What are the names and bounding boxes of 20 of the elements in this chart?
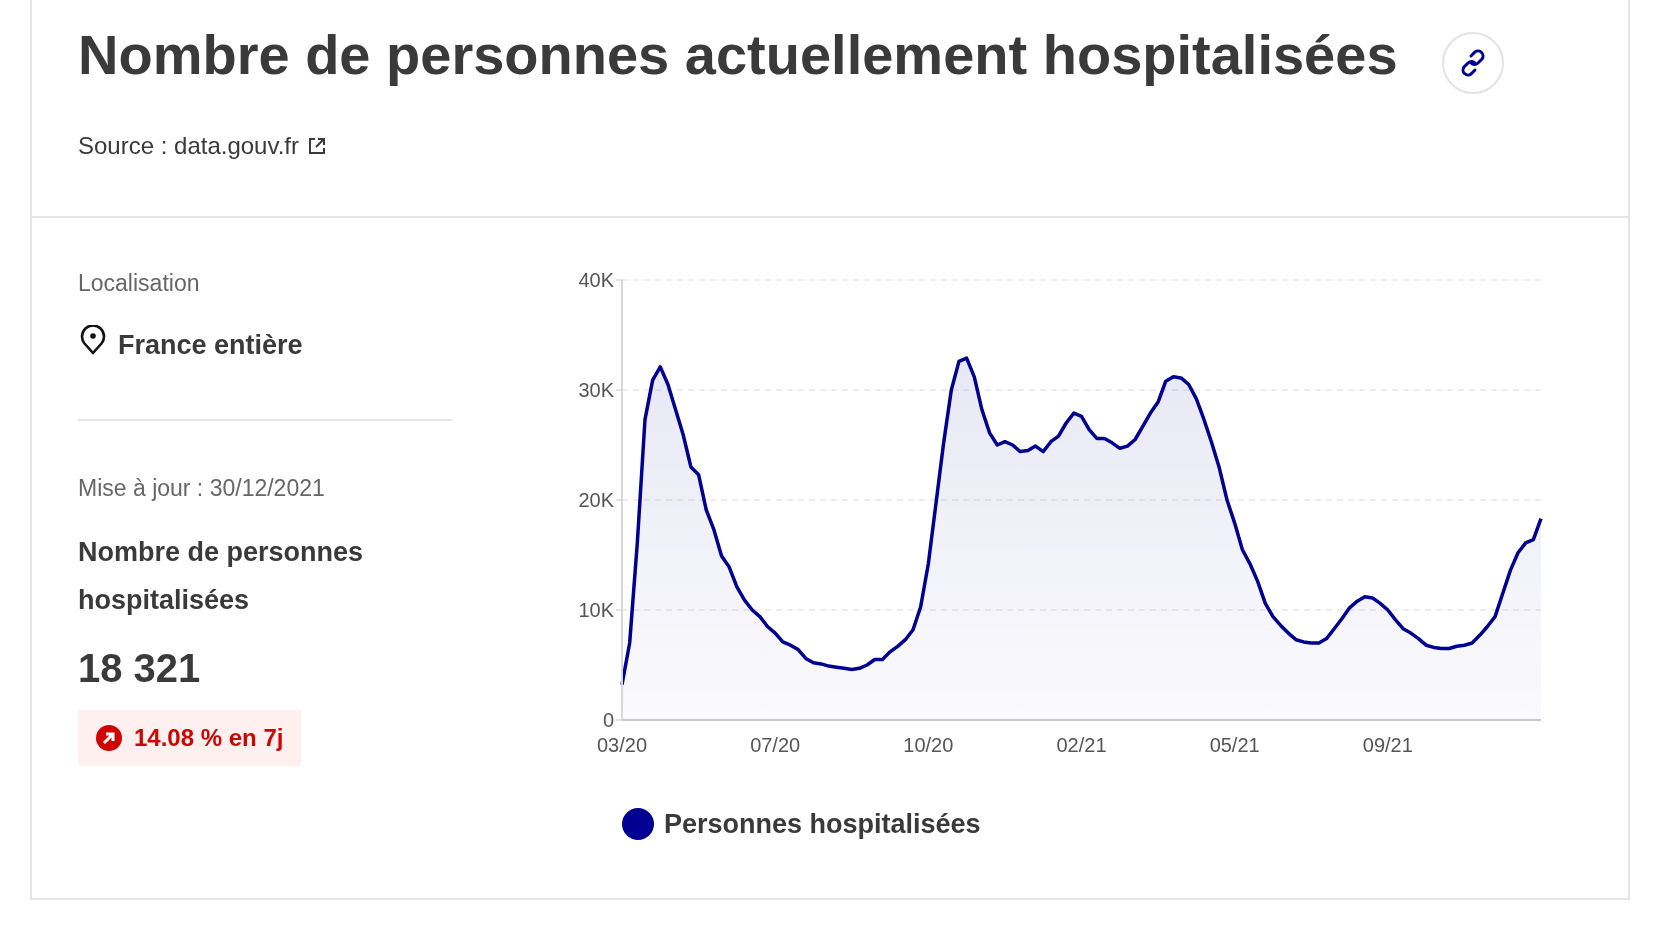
text: France entière <box>118 330 303 361</box>
x-tick-label: 09/21 <box>1362 734 1413 757</box>
legend-label: Personnes hospitalisées <box>664 808 981 840</box>
x-tick-label: 10/20 <box>903 734 954 757</box>
x-tick-label: 05/21 <box>1209 734 1260 757</box>
source-note: Source : data.gouv.fr <box>78 132 300 160</box>
text: Mise à jour : 30/12/2021 <box>78 475 325 502</box>
x-tick-label: 07/20 <box>750 734 801 757</box>
x-tick-label: 03/20 <box>596 734 648 757</box>
text: 14.08 % en 7j <box>134 724 284 752</box>
y-tick-label: 40K <box>578 269 615 292</box>
text: Localisation <box>78 270 200 297</box>
y-tick-label: 30K <box>578 379 615 402</box>
text: Nombre de personnes hospitalisées <box>78 536 365 617</box>
x-tick-label: 02/21 <box>1056 734 1107 757</box>
chart-title: Nombre de personnes actuellement hospitalisées <box>78 22 1398 87</box>
text: 18 321 <box>78 646 201 691</box>
y-tick-label: 10K <box>578 599 615 622</box>
y-tick-label: 20K <box>578 489 615 512</box>
y-tick-label: 0 <box>602 709 614 732</box>
